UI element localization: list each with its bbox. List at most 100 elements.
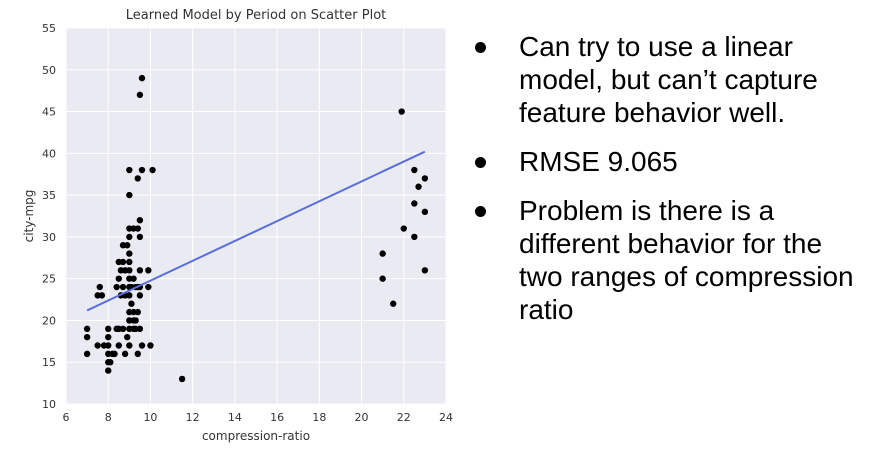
scatter-point	[119, 258, 127, 266]
scatter-point	[83, 325, 91, 332]
x-tick-label: 16	[270, 411, 284, 424]
scatter-point	[105, 325, 112, 332]
bullet-text: RMSE 9.065	[519, 146, 678, 177]
scatter-point	[134, 308, 141, 316]
scatter-point	[124, 333, 131, 341]
scatter-point	[107, 359, 114, 366]
scatter-point	[136, 292, 144, 299]
scatter-point	[111, 350, 118, 358]
scatter-point	[411, 200, 418, 207]
scatter-point	[98, 292, 106, 299]
scatter-point	[138, 74, 146, 82]
scatter-point	[119, 283, 127, 291]
scatter-point	[126, 166, 133, 174]
bullet-item: Problem is there is a different behavior…	[472, 194, 872, 326]
y-tick-label: 35	[42, 189, 56, 202]
scatter-point	[126, 191, 133, 199]
scatter-point	[136, 216, 144, 224]
scatter-point	[390, 300, 397, 307]
scatter-point	[83, 350, 91, 358]
scatter-point	[138, 342, 146, 349]
x-tick-label: 6	[63, 411, 70, 424]
x-tick-label: 22	[397, 411, 411, 424]
scatter-point	[134, 175, 141, 182]
y-tick-label: 55	[42, 22, 56, 35]
scatter-point	[400, 225, 407, 232]
bullet-icon	[475, 157, 486, 168]
bullet-item: Can try to use a linear model, but can’t…	[472, 30, 872, 129]
y-tick-label: 40	[42, 147, 56, 160]
scatter-point	[128, 300, 135, 307]
y-tick-label: 45	[42, 106, 56, 119]
scatter-point	[421, 267, 429, 274]
scatter-point	[411, 166, 418, 174]
scatter-point	[136, 91, 144, 99]
scatter-point	[94, 342, 101, 349]
scatter-point	[149, 166, 156, 174]
scatter-point	[178, 375, 186, 383]
scatter-point	[145, 267, 152, 274]
scatter-chart: 6 8 10 12 14 16 18 20 22 24 10 15 20 25 30 35 40 45 50 55 L…	[22, 8, 453, 443]
scatter-point	[126, 342, 133, 349]
scatter-point	[113, 283, 120, 291]
scatter-point	[126, 258, 133, 266]
x-tick-label: 14	[228, 411, 242, 424]
x-tick-label: 20	[355, 411, 369, 424]
scatter-point	[83, 333, 91, 341]
scatter-point	[126, 267, 133, 274]
scatter-point	[415, 183, 422, 190]
x-tick-label: 24	[439, 411, 453, 424]
scatter-point	[115, 342, 122, 349]
x-tick-label: 12	[186, 411, 200, 424]
scatter-point	[147, 342, 154, 349]
scatter-point	[132, 317, 139, 324]
scatter-point	[105, 333, 112, 341]
bullet-icon	[475, 42, 486, 53]
scatter-point	[398, 108, 405, 115]
y-tick-label: 50	[42, 64, 56, 77]
scatter-point	[126, 292, 133, 299]
x-tick-label: 8	[105, 411, 112, 424]
scatter-point	[411, 233, 418, 241]
y-tick-label: 25	[42, 273, 56, 286]
x-tick-label: 10	[143, 411, 157, 424]
scatter-point	[121, 350, 129, 358]
scatter-point	[145, 283, 152, 291]
chart-marks	[83, 74, 429, 383]
x-axis-label: compression-ratio	[202, 429, 310, 443]
bullet-item: RMSE 9.065	[472, 145, 872, 178]
y-tick-label: 15	[42, 356, 56, 369]
bullet-text: Problem is there is a different behavior…	[519, 195, 854, 325]
bullet-list: Can try to use a linear model, but can’t…	[472, 30, 872, 342]
scatter-point	[379, 250, 386, 257]
scatter-point	[134, 350, 141, 358]
scatter-point	[119, 325, 127, 332]
y-tick-label: 20	[42, 314, 56, 327]
plot-area	[66, 28, 446, 404]
scatter-point	[96, 283, 103, 291]
scatter-point	[421, 208, 429, 216]
y-axis-label: city-mpg	[22, 190, 36, 243]
y-tick-label: 10	[42, 398, 56, 411]
scatter-point	[105, 342, 112, 349]
chart-title: Learned Model by Period on Scatter Plot	[126, 8, 387, 23]
tick-labels: 6 8 10 12 14 16 18 20 22 24 10 15 20 25 30 35 40 45 50 55	[42, 22, 453, 424]
scatter-point	[136, 233, 144, 241]
scatter-point	[126, 233, 133, 241]
scatter-point	[105, 367, 112, 374]
scatter-point	[379, 275, 386, 282]
scatter-point	[134, 225, 141, 232]
scatter-point	[136, 267, 144, 274]
x-tick-label: 18	[312, 411, 326, 424]
bullet-icon	[475, 206, 486, 217]
scatter-point	[136, 325, 144, 332]
scatter-point	[126, 250, 133, 257]
scatter-point	[421, 175, 429, 182]
scatter-point	[115, 275, 122, 282]
scatter-point	[130, 275, 137, 282]
scatter-point	[138, 166, 146, 174]
bullet-text: Can try to use a linear model, but can’t…	[519, 31, 818, 128]
y-tick-label: 30	[42, 231, 56, 244]
regression-line	[86, 150, 426, 312]
scatter-point	[124, 242, 131, 249]
